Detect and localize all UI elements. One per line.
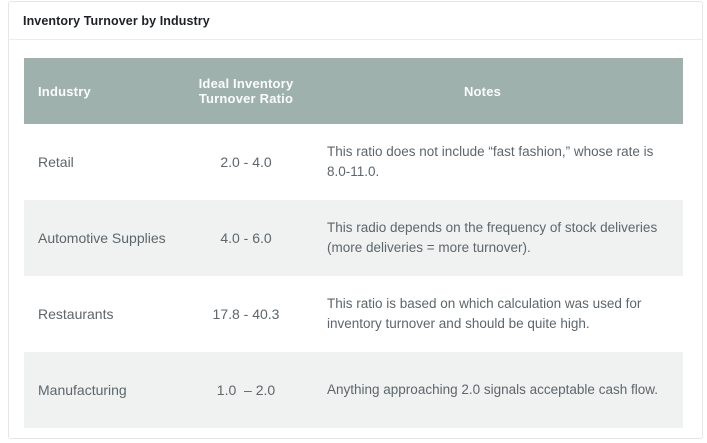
industry-cell: Automotive Supplies (38, 229, 166, 246)
inventory-turnover-card: Inventory Turnover by Industry Industry … (8, 1, 703, 439)
table-row-retail: Retail 2.0 - 4.0 This ratio does not inc… (24, 124, 683, 200)
industry-cell: Manufacturing (38, 381, 127, 398)
ratio-cell: 2.0 - 4.0 (220, 153, 272, 170)
notes-cell: This radio depends on the frequency of s… (327, 219, 658, 255)
card-header: Inventory Turnover by Industry (9, 2, 702, 40)
inventory-turnover-table: Industry Ideal Inventory Turnover Ratio … (24, 58, 683, 428)
header-industry: Industry (24, 58, 181, 124)
ratio-cell: 4.0 - 6.0 (220, 229, 272, 246)
table-row-automotive-supplies: Automotive Supplies 4.0 - 6.0 This radio… (24, 200, 683, 276)
page-title: Inventory Turnover by Industry (23, 14, 210, 28)
ratio-cell: 1.0 – 2.0 (216, 381, 276, 398)
industry-cell: Retail (38, 153, 74, 170)
notes-cell: This ratio does not include “fast fashio… (327, 143, 654, 179)
header-notes: Notes (311, 58, 683, 124)
header-ideal-inventory-turnover-ratio: Ideal Inventory Turnover Ratio (181, 58, 311, 124)
table-row-restaurants: Restaurants 17.8 - 40.3 This ratio is ba… (24, 276, 683, 352)
table-row-manufacturing: Manufacturing 1.0 – 2.0 Anything approac… (24, 352, 683, 428)
notes-cell: Anything approaching 2.0 signals accepta… (327, 381, 658, 397)
ratio-cell: 17.8 - 40.3 (212, 305, 280, 322)
industry-cell: Restaurants (38, 305, 114, 322)
notes-cell: This ratio is based on which calculation… (327, 295, 642, 331)
table-header-row: Industry Ideal Inventory Turnover Ratio … (24, 58, 683, 124)
card-body: Industry Ideal Inventory Turnover Ratio … (9, 40, 702, 428)
